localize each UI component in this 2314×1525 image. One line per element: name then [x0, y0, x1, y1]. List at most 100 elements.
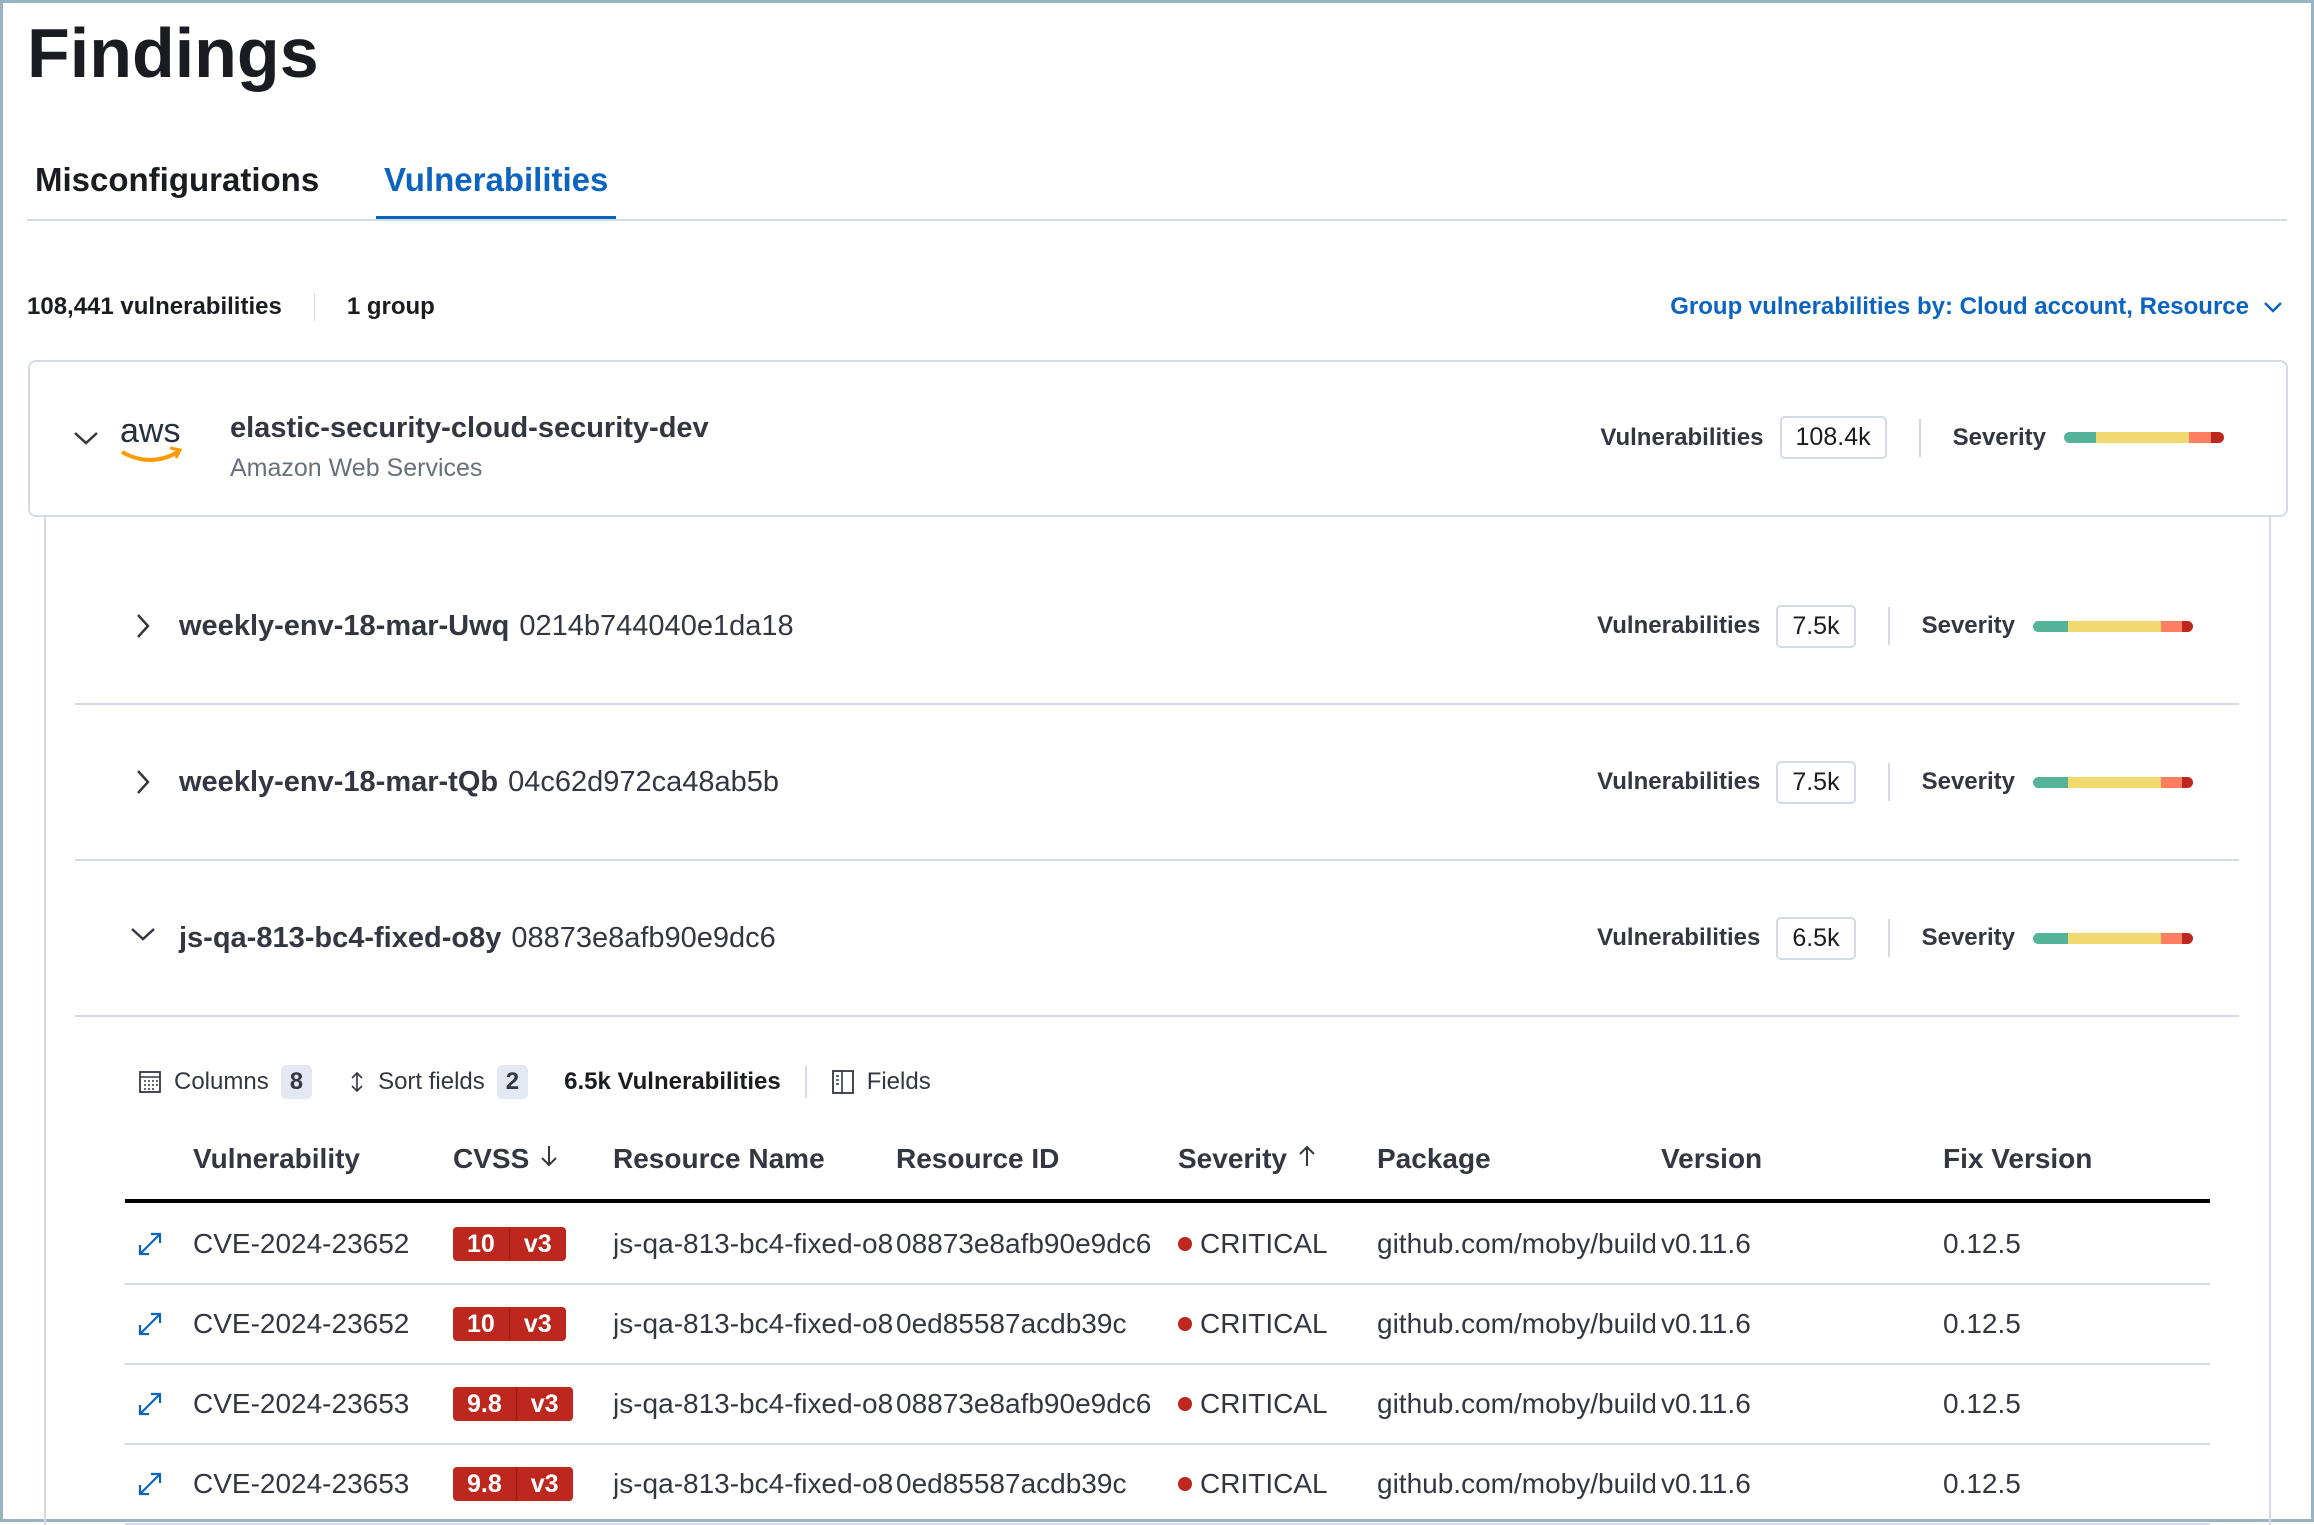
- table-row[interactable]: CVE-2024-23652 10 v3 js-qa-813-bc4-fixed-o8…: [125, 1285, 2210, 1365]
- cvss-version: v3: [508, 1307, 566, 1341]
- resource-group-row[interactable]: weekly-env-18-mar-tQb 04c62d972ca48ab5b …: [75, 705, 2239, 861]
- account-group-header[interactable]: aws elastic-security-cloud-security-dev …: [28, 360, 2288, 517]
- group-count: 1 group: [346, 293, 435, 320]
- expand-icon[interactable]: [135, 1309, 165, 1344]
- sort-fields-button[interactable]: Sort fields 2: [348, 1065, 529, 1099]
- severity-cell: CRITICAL: [1178, 1205, 1368, 1283]
- resource-group-row[interactable]: weekly-env-18-mar-Uwq 0214b744040e1da18 …: [75, 549, 2239, 705]
- divider: [1887, 919, 1890, 957]
- cvss-score: 9.8: [467, 1390, 502, 1418]
- columns-count: 8: [280, 1065, 313, 1099]
- cell-package: github.com/moby/buildkit: [1377, 1228, 1655, 1259]
- severity-segment: [2096, 432, 2189, 443]
- tabs-divider: [27, 219, 2287, 221]
- column-header-package[interactable]: Package: [1377, 1143, 1491, 1175]
- fields-button[interactable]: Fields: [831, 1068, 931, 1096]
- cvss-badge: 10 v3: [453, 1307, 566, 1341]
- group-by-label: Group vulnerabilities by: Cloud account,…: [1670, 293, 2249, 320]
- chevron-right-icon[interactable]: [121, 768, 165, 796]
- chevron-down-icon[interactable]: [121, 924, 165, 952]
- cvss-score: 10: [467, 1310, 495, 1338]
- severity-label: Severity: [1921, 612, 2015, 639]
- account-name: elastic-security-cloud-security-dev: [230, 412, 709, 444]
- sort-count: 2: [496, 1065, 529, 1099]
- divider: [313, 293, 315, 321]
- cell-vulnerability: CVE-2024-23653: [193, 1468, 410, 1499]
- account-group-body: [44, 515, 2271, 1525]
- columns-label: Columns: [174, 1068, 269, 1095]
- cell-package: github.com/moby/buildkit: [1377, 1308, 1655, 1339]
- sort-label: Sort fields: [378, 1068, 485, 1095]
- column-header-resource-name[interactable]: Resource Name: [613, 1143, 825, 1175]
- cell-vulnerability: CVE-2024-23652: [193, 1228, 410, 1259]
- table-row[interactable]: CVE-2024-23652 10 v3 js-qa-813-bc4-fixed-o8…: [125, 1205, 2210, 1285]
- table-toolbar: Columns 8 Sort fields 2 6.5k Vulnerabili…: [138, 1065, 967, 1099]
- total-count: 108,441 vulnerabilities: [27, 293, 282, 320]
- divider: [1887, 607, 1890, 645]
- cell-resource-id: 08873e8afb90e9dc6: [896, 1388, 1152, 1419]
- chevron-down-icon[interactable]: [72, 430, 100, 446]
- column-header-cvss[interactable]: CVSS: [453, 1143, 559, 1175]
- cell-resource-name: js-qa-813-bc4-fixed-o8y: [613, 1228, 893, 1259]
- column-header-label: Resource ID: [896, 1143, 1060, 1174]
- arrow-up-icon: [1299, 1145, 1315, 1166]
- table-total: 6.5k Vulnerabilities: [564, 1068, 781, 1095]
- resource-name: weekly-env-18-mar-tQb: [179, 765, 499, 798]
- column-header-resource-id[interactable]: Resource ID: [896, 1143, 1059, 1175]
- severity-value: CRITICAL: [1200, 1468, 1328, 1499]
- table-header: Vulnerability CVSS Resource Name Resource I…: [125, 1143, 2210, 1203]
- table-row[interactable]: CVE-2024-23653 9.8 v3 js-qa-813-bc4-fixed-o…: [125, 1365, 2210, 1445]
- column-header-label: Severity: [1178, 1143, 1287, 1174]
- severity-value: CRITICAL: [1200, 1308, 1328, 1339]
- cell-resource-id: 08873e8afb90e9dc6: [896, 1228, 1152, 1259]
- cell-vulnerability: CVE-2024-23653: [193, 1388, 410, 1419]
- vulnerabilities-count: 108.4k: [1779, 416, 1887, 459]
- severity-bar: [2033, 932, 2193, 944]
- vulnerabilities-label: Vulnerabilities: [1597, 612, 1761, 639]
- column-header-label: Vulnerability: [193, 1143, 361, 1174]
- severity-segment: [2068, 932, 2161, 944]
- column-header-severity[interactable]: Severity: [1178, 1143, 1317, 1175]
- severity-segment: [2181, 776, 2193, 788]
- cvss-version: v3: [515, 1467, 573, 1501]
- table-row[interactable]: CVE-2024-23653 9.8 v3 js-qa-813-bc4-fixed-o…: [125, 1445, 2210, 1525]
- resource-id: 04c62d972ca48ab5b: [508, 765, 780, 798]
- severity-segment: [2033, 932, 2069, 944]
- expand-icon[interactable]: [135, 1229, 165, 1264]
- severity-dot: [1178, 1316, 1192, 1331]
- severity-dot: [1178, 1236, 1192, 1251]
- cvss-score: 10: [467, 1230, 495, 1258]
- divider: [804, 1066, 807, 1098]
- resource-id: 08873e8afb90e9dc6: [511, 921, 776, 954]
- column-header-fix-version[interactable]: Fix Version: [1943, 1143, 2092, 1175]
- results-summary: 108,441 vulnerabilities 1 group: [27, 293, 435, 321]
- column-header-version[interactable]: Version: [1661, 1143, 1762, 1175]
- cell-resource-id: 0ed85587acdb39c: [896, 1308, 1127, 1339]
- cell-resource-name: js-qa-813-bc4-fixed-o8y: [613, 1388, 893, 1419]
- arrow-down-icon: [541, 1146, 557, 1167]
- table-icon: [139, 1071, 161, 1093]
- severity-label: Severity: [1921, 924, 2015, 951]
- resource-stats: Vulnerabilities 6.5k Severity: [1597, 916, 2193, 960]
- cell-package: github.com/moby/buildkit: [1377, 1468, 1655, 1499]
- severity-dot: [1178, 1396, 1192, 1411]
- cvss-version: v3: [508, 1227, 566, 1261]
- column-header-vulnerability[interactable]: Vulnerability: [193, 1143, 360, 1175]
- vulnerabilities-count: 7.5k: [1776, 604, 1856, 648]
- severity-segment: [2160, 932, 2182, 944]
- expand-icon[interactable]: [135, 1469, 165, 1504]
- fields-icon: [831, 1070, 854, 1094]
- severity-segment: [2064, 432, 2096, 443]
- resource-group-row[interactable]: js-qa-813-bc4-fixed-o8y 08873e8afb90e9dc…: [75, 861, 2239, 1017]
- columns-button[interactable]: Columns 8: [138, 1065, 313, 1099]
- group-by-selector[interactable]: Group vulnerabilities by: Cloud account,…: [1670, 293, 2283, 321]
- tab-vulnerabilities[interactable]: Vulnerabilities: [376, 158, 617, 220]
- severity-segment: [2068, 620, 2161, 632]
- vulnerabilities-count: 7.5k: [1776, 760, 1856, 804]
- expand-icon[interactable]: [135, 1389, 165, 1424]
- column-header-label: CVSS: [453, 1143, 530, 1174]
- tab-misconfigurations[interactable]: Misconfigurations: [35, 161, 320, 198]
- chevron-right-icon[interactable]: [121, 612, 165, 640]
- fields-label: Fields: [866, 1068, 931, 1095]
- severity-value: CRITICAL: [1200, 1388, 1328, 1419]
